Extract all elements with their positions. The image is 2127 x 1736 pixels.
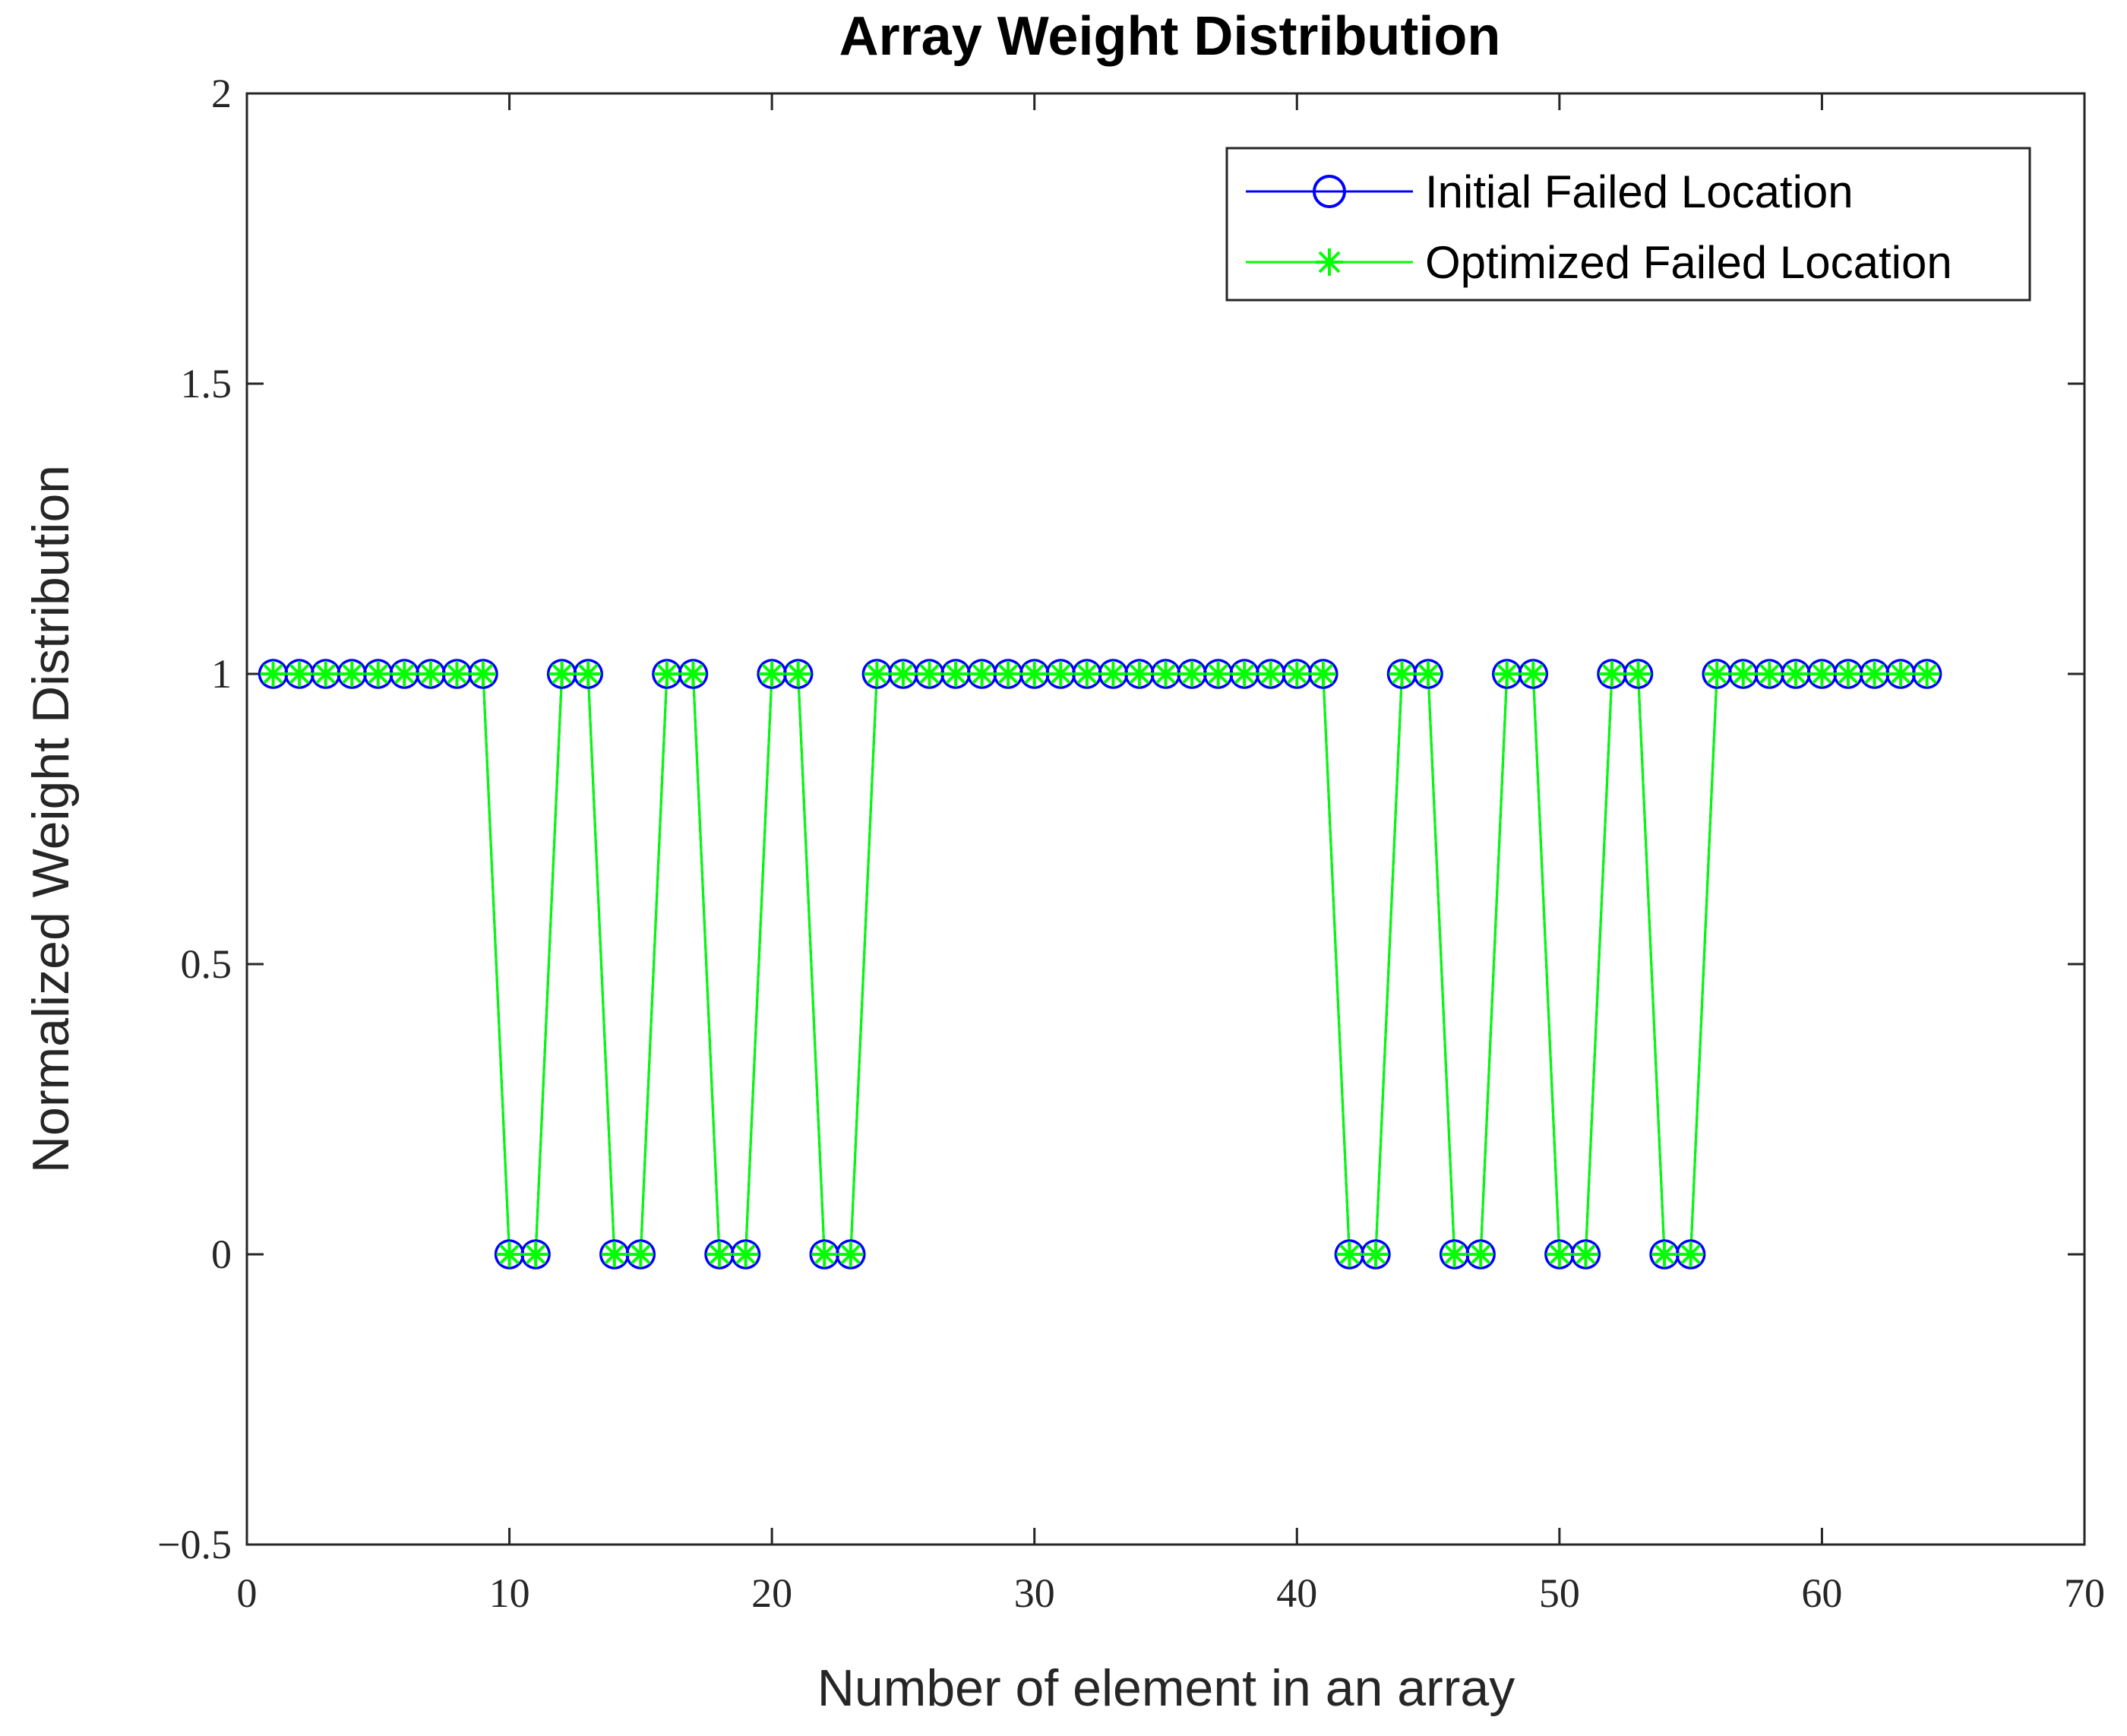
data-point-optimized (1730, 661, 1756, 687)
y-tick-label: 2 (211, 71, 232, 116)
y-tick-label: 0 (211, 1232, 232, 1277)
data-point-optimized (837, 1241, 864, 1267)
data-point-optimized (1205, 661, 1231, 687)
data-point-optimized (1231, 661, 1258, 687)
data-point-optimized (601, 1241, 627, 1267)
data-point-optimized (1888, 661, 1914, 687)
data-point-optimized (1756, 661, 1783, 687)
data-point-optimized (759, 661, 785, 687)
data-point-optimized (1572, 1241, 1599, 1267)
data-point-optimized (890, 661, 916, 687)
data-point-optimized (548, 661, 575, 687)
legend-marker-optimized-asterisk-icon (1316, 248, 1343, 276)
data-point-optimized (260, 661, 286, 687)
data-point-optimized (706, 1241, 733, 1267)
y-axis-label: Normalized Weight Distribution (22, 465, 80, 1173)
data-point-optimized (1441, 1241, 1468, 1267)
data-point-optimized (1073, 661, 1100, 687)
data-point-optimized (1809, 661, 1835, 687)
y-tick-label: −0.5 (157, 1522, 232, 1567)
data-point-optimized (470, 661, 497, 687)
data-point-optimized (444, 661, 470, 687)
data-point-optimized (1021, 661, 1048, 687)
data-point-optimized (1336, 1241, 1363, 1267)
data-point-optimized (1651, 1241, 1678, 1267)
data-point-optimized (1914, 661, 1940, 687)
y-tick-label: 1 (211, 651, 232, 697)
data-point-optimized (286, 661, 313, 687)
x-tick-label: 40 (1276, 1570, 1317, 1616)
axis-ticks: 0 10 20 30 40 50 60 70−0.500.511.52 (157, 71, 2105, 1616)
x-tick-label: 70 (2064, 1570, 2105, 1616)
data-point-optimized (1493, 661, 1520, 687)
data-point-optimized (1284, 661, 1310, 687)
plot-area (245, 92, 2086, 1546)
legend-marker-initial-circle-icon (1313, 175, 1346, 208)
chart-title: Array Weight Distribution (839, 6, 1501, 67)
data-point-optimized (1179, 661, 1206, 687)
data-point-optimized (627, 1241, 654, 1267)
x-axis-label: Number of element in an array (817, 1659, 1515, 1717)
data-point-optimized (1598, 661, 1625, 687)
data-point-optimized (811, 1241, 838, 1267)
data-point-optimized (339, 661, 365, 687)
data-point-optimized (1257, 661, 1284, 687)
data-point-optimized (864, 661, 890, 687)
data-point-optimized (680, 661, 706, 687)
data-point-optimized (1677, 1241, 1704, 1267)
data-point-optimized (1126, 661, 1152, 687)
legend: Initial Failed Location Optimized Failed… (1225, 147, 2031, 302)
data-point-optimized (732, 1241, 759, 1267)
data-point-optimized (916, 661, 943, 687)
data-point-optimized (523, 1241, 549, 1267)
data-point-optimized (1782, 661, 1809, 687)
data-point-optimized (1704, 661, 1730, 687)
data-point-optimized (1310, 661, 1336, 687)
data-point-optimized (365, 661, 391, 687)
data-point-optimized (1048, 661, 1074, 687)
y-tick-label: 1.5 (181, 361, 232, 406)
legend-label-initial: Initial Failed Location (1425, 166, 1854, 217)
data-point-optimized (1415, 661, 1442, 687)
data-point-optimized (1835, 661, 1861, 687)
x-tick-label: 0 (237, 1570, 258, 1616)
data-point-optimized (1100, 661, 1127, 687)
legend-label-optimized: Optimized Failed Location (1425, 237, 1952, 288)
data-point-optimized (995, 661, 1022, 687)
data-point-optimized (391, 661, 418, 687)
data-point-optimized (1362, 1241, 1389, 1267)
data-point-optimized (417, 661, 444, 687)
data-point-optimized (1389, 661, 1415, 687)
data-point-optimized (1625, 661, 1651, 687)
series-markers (258, 659, 1942, 1270)
data-point-optimized (496, 1241, 523, 1267)
x-tick-label: 30 (1014, 1570, 1055, 1616)
data-point-optimized (575, 661, 602, 687)
data-point-optimized (312, 661, 339, 687)
y-tick-label: 0.5 (181, 941, 232, 987)
data-point-optimized (943, 661, 969, 687)
data-point-optimized (1861, 661, 1888, 687)
data-point-optimized (1468, 1241, 1494, 1267)
x-tick-label: 10 (489, 1570, 530, 1616)
data-point-optimized (1520, 661, 1547, 687)
x-tick-label: 60 (1801, 1570, 1842, 1616)
data-point-optimized (969, 661, 995, 687)
data-point-optimized (1546, 1241, 1572, 1267)
data-point-optimized (785, 661, 811, 687)
x-tick-label: 20 (751, 1570, 792, 1616)
data-point-optimized (653, 661, 680, 687)
x-tick-label: 50 (1539, 1570, 1580, 1616)
legend-box (1225, 147, 2031, 302)
data-point-optimized (1152, 661, 1179, 687)
